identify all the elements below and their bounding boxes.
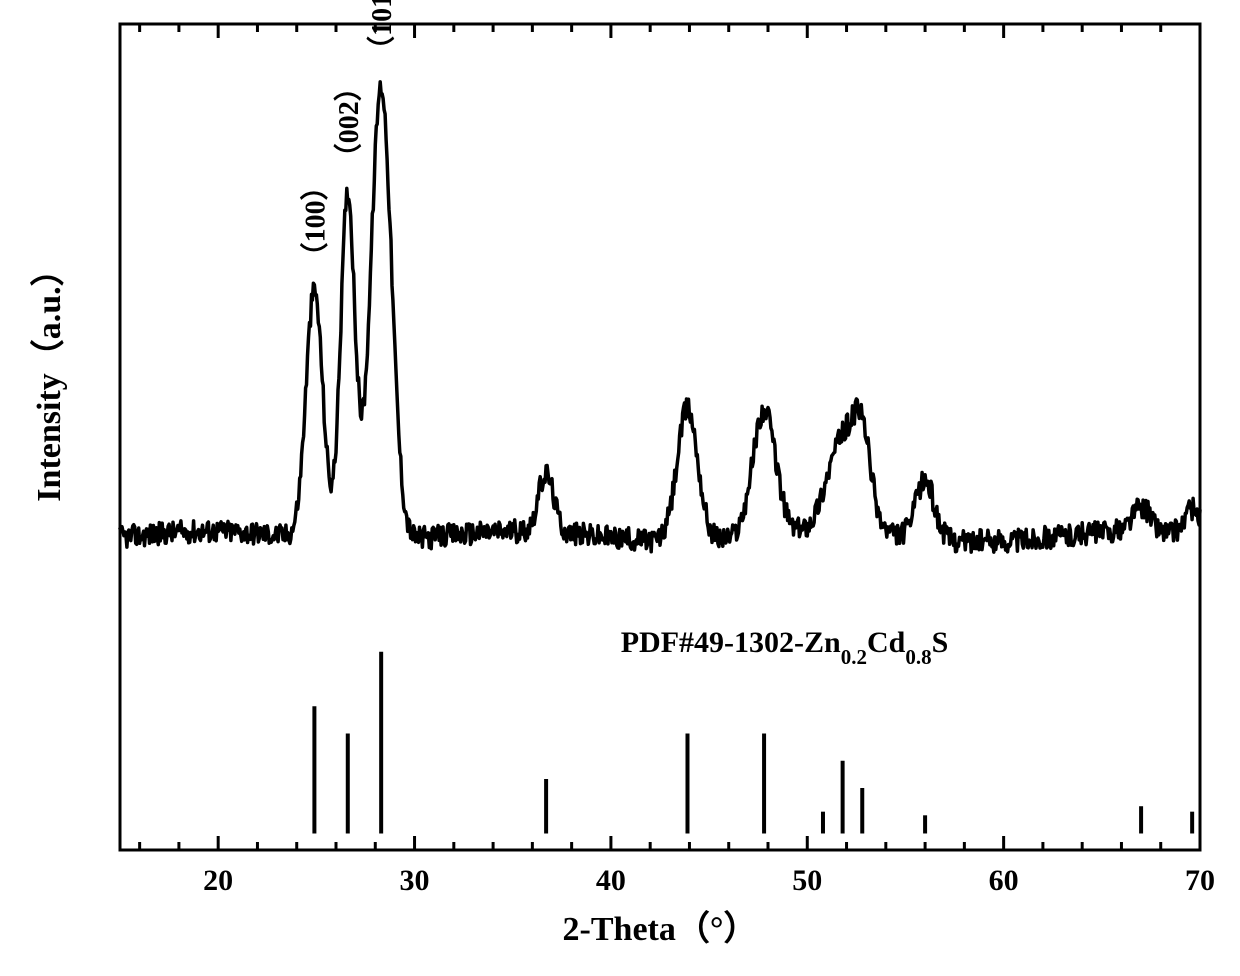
peak-label: （100）: [298, 172, 331, 270]
peak-label: （002）: [332, 73, 365, 171]
x-axis-label: 2-Theta（°）: [563, 909, 758, 948]
x-tick-label: 60: [989, 864, 1019, 897]
x-tick-label: 40: [596, 864, 626, 897]
x-tick-label: 50: [792, 864, 822, 897]
reference-label: PDF#49-1302-Zn0.2Cd0.8S: [621, 626, 949, 669]
peak-label: （101）: [365, 0, 398, 64]
x-tick-label: 30: [400, 864, 430, 897]
xrd-chart: 20 30 40 50 60 70 2-Theta（°） Intensity（a.u.） （10…: [0, 0, 1240, 976]
plot-frame: [120, 24, 1200, 850]
x-tick-label: 20: [203, 864, 233, 897]
y-axis-label: Intensity（a.u.）: [29, 252, 68, 501]
x-tick-label: 70: [1185, 864, 1215, 897]
chart-svg: 20 30 40 50 60 70 2-Theta（°） Intensity（a.u.） （10…: [0, 0, 1240, 976]
xrd-trace: [120, 82, 1200, 552]
